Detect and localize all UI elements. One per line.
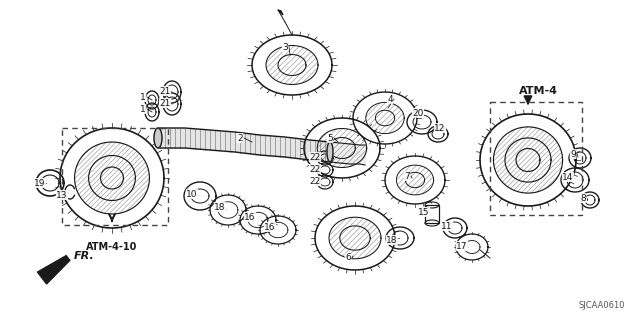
Text: 4: 4 xyxy=(387,94,393,103)
Text: 22: 22 xyxy=(309,164,321,173)
Text: SJCAA0610: SJCAA0610 xyxy=(579,301,625,310)
Text: 22: 22 xyxy=(309,177,321,186)
Text: 15: 15 xyxy=(419,207,429,217)
Text: 12: 12 xyxy=(435,124,445,132)
Text: 10: 10 xyxy=(186,189,198,198)
Text: 1: 1 xyxy=(140,92,146,101)
Ellipse shape xyxy=(327,142,333,162)
Text: 1: 1 xyxy=(140,105,146,114)
Text: FR.: FR. xyxy=(74,251,95,261)
Text: 16: 16 xyxy=(244,212,256,221)
Text: 16: 16 xyxy=(264,222,276,231)
Text: ATM-4: ATM-4 xyxy=(518,86,557,96)
Text: 2: 2 xyxy=(237,133,243,142)
Bar xyxy=(62,128,168,225)
Text: 18: 18 xyxy=(387,236,397,244)
Polygon shape xyxy=(37,256,70,284)
Text: 14: 14 xyxy=(563,172,573,181)
Text: 6: 6 xyxy=(345,253,351,262)
Text: 19: 19 xyxy=(35,179,45,188)
Text: 22: 22 xyxy=(309,153,321,162)
Text: 7: 7 xyxy=(404,172,410,180)
Text: 9: 9 xyxy=(570,149,576,158)
Text: 20: 20 xyxy=(412,108,424,117)
Text: 5: 5 xyxy=(327,133,333,142)
Text: 13: 13 xyxy=(56,190,68,199)
Text: ATM-4-10: ATM-4-10 xyxy=(86,242,138,252)
Text: 18: 18 xyxy=(214,203,226,212)
Polygon shape xyxy=(278,10,283,15)
Text: 8: 8 xyxy=(580,194,586,203)
Ellipse shape xyxy=(154,128,162,148)
Text: 3: 3 xyxy=(282,43,288,52)
Text: 11: 11 xyxy=(441,221,452,230)
Bar xyxy=(490,102,582,215)
Text: 21: 21 xyxy=(159,99,171,108)
Text: 21: 21 xyxy=(159,86,171,95)
Text: 17: 17 xyxy=(456,242,468,251)
